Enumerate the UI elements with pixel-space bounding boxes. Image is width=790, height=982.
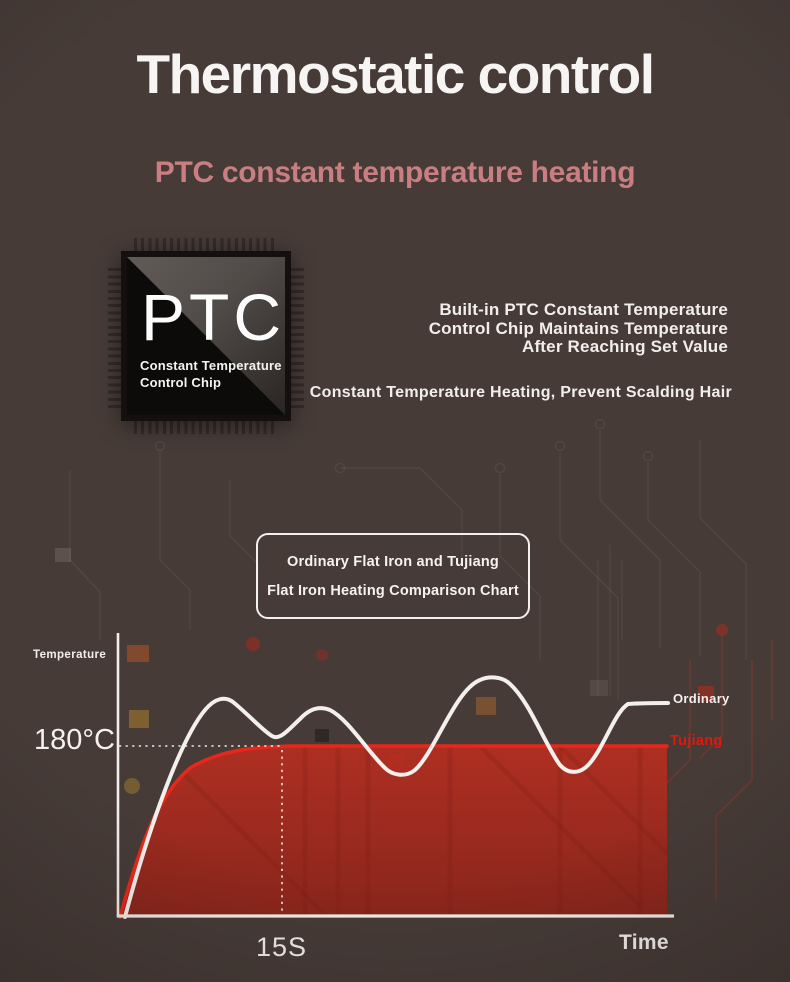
feature-text-block: Built-in PTC Constant Temperature Contro… [428, 300, 728, 357]
chip-face: PTC Constant Temperature Control Chip [127, 257, 285, 415]
heating-comparison-chart [116, 633, 674, 919]
chip-pins-bottom [134, 420, 278, 434]
comparison-title-line2: Flat Iron Heating Comparison Chart [267, 582, 519, 599]
legend-ordinary: Ordinary [673, 691, 730, 706]
circuit-traces-gray [55, 418, 747, 700]
tujiang-area [120, 746, 667, 917]
feature-tagline: Constant Temperature Heating, Prevent Sc… [309, 384, 732, 401]
chart-ylabel: Temperature [33, 649, 107, 661]
chip-name-label: PTC [141, 280, 285, 354]
ptc-chip-graphic: PTC Constant Temperature Control Chip [108, 238, 304, 434]
chip-body: PTC Constant Temperature Control Chip [121, 251, 291, 421]
chip-pins-left [108, 264, 122, 408]
ordinary-curve [123, 675, 670, 919]
feature-line2: Control Chip Maintains Temperature [428, 318, 728, 338]
tujiang-curve [118, 744, 669, 919]
legend-tujiang: Tujiang [670, 733, 723, 749]
comparison-title-line1: Ordinary Flat Iron and Tujiang [287, 553, 499, 570]
feature-line1: Built-in PTC Constant Temperature [439, 300, 728, 319]
chart-x-ref-label: 15S [256, 932, 308, 962]
chip-pins-right [290, 264, 304, 408]
chip-pins-top [134, 238, 278, 252]
feature-line3: After Reaching Set Value [521, 337, 728, 356]
chip-caption: Constant Temperature Control Chip [140, 357, 282, 391]
chip-caption-line1: Constant Temperature [140, 358, 282, 373]
page-title: Thermostatic control [136, 43, 655, 105]
chart-y-ref-label: 180°C [34, 724, 115, 756]
tujiang-area-texture [178, 746, 667, 917]
comparison-chart-title-box: Ordinary Flat Iron and Tujiang Flat Iron… [256, 533, 530, 619]
page-subtitle: PTC constant temperature heating [154, 156, 636, 189]
chart-xlabel: Time [619, 931, 669, 954]
chip-caption-line2: Control Chip [140, 375, 222, 390]
